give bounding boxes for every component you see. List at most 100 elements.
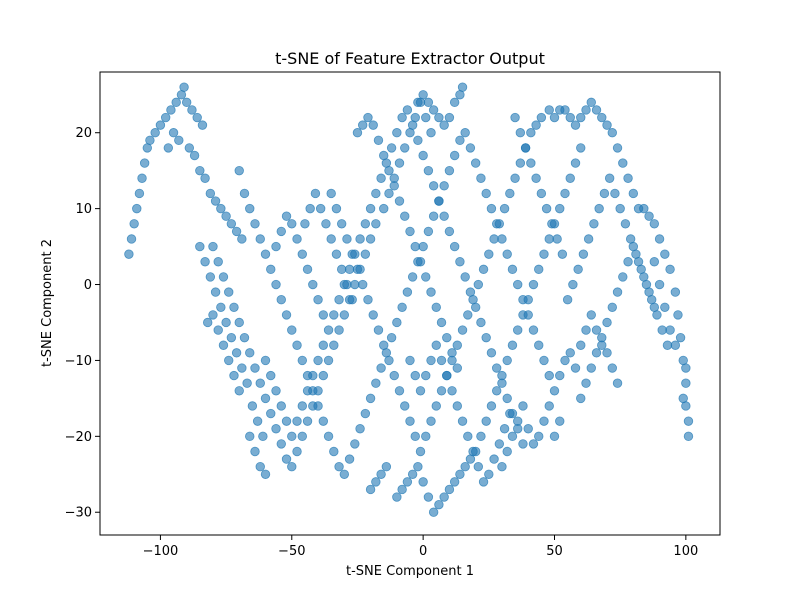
scatter-point <box>371 219 381 229</box>
scatter-point <box>368 310 378 320</box>
scatter-point <box>224 355 234 366</box>
scatter-point <box>547 219 557 229</box>
scatter-point <box>439 120 449 130</box>
scatter-point <box>255 234 265 244</box>
scatter-point <box>344 264 355 275</box>
y-tick-label: −30 <box>65 506 92 521</box>
scatter-point <box>260 355 271 366</box>
scatter-point <box>213 257 223 267</box>
scatter-point <box>449 241 460 252</box>
scatter-point <box>484 469 494 479</box>
scatter-point <box>515 158 526 168</box>
scatter-point <box>646 295 657 305</box>
scatter-point <box>431 401 441 411</box>
scatter-point <box>308 279 318 290</box>
scatter-point <box>192 112 202 123</box>
scatter-point <box>415 446 426 457</box>
scatter-point <box>576 393 586 404</box>
scatter-point <box>675 332 686 343</box>
scatter-point <box>444 112 455 123</box>
scatter-point <box>486 401 497 411</box>
scatter-point <box>528 439 539 449</box>
scatter-point <box>681 378 691 388</box>
scatter-point <box>660 302 670 313</box>
scatter-point <box>413 135 423 146</box>
scatter-point <box>347 295 357 305</box>
scatter-point <box>610 188 620 199</box>
scatter-point <box>499 203 510 214</box>
scatter-point <box>276 295 286 305</box>
scatter-point <box>373 325 384 335</box>
scatter-point <box>179 82 189 92</box>
scatter-point <box>405 416 415 426</box>
scatter-point <box>281 416 292 426</box>
scatter-point <box>234 165 244 176</box>
scatter-point <box>591 348 602 358</box>
scatter-point <box>386 143 397 153</box>
scatter-point <box>297 355 307 366</box>
scatter-point <box>305 203 315 214</box>
scatter-point <box>665 325 675 335</box>
scatter-point <box>266 264 276 275</box>
scatter-point <box>510 173 520 183</box>
scatter-point <box>231 348 242 358</box>
scatter-point <box>421 370 431 381</box>
scatter-point <box>455 135 465 146</box>
scatter-point <box>329 340 339 350</box>
y-tick-label: 0 <box>84 278 92 293</box>
scatter-point <box>444 226 455 237</box>
scatter-point <box>171 97 181 108</box>
scatter-point <box>371 477 381 487</box>
x-axis: −100 −50 0 50 100 <box>143 535 698 559</box>
scatter-point <box>292 446 302 457</box>
scatter-point <box>565 173 575 183</box>
scatter-point <box>665 264 675 275</box>
scatter-point <box>334 325 344 335</box>
scatter-point <box>618 158 628 168</box>
scatter-point <box>250 446 260 457</box>
scatter-point <box>612 287 623 297</box>
scatter-point <box>486 203 497 214</box>
scatter-point <box>670 287 681 297</box>
scatter-point <box>612 143 623 153</box>
scatter-point <box>205 188 216 199</box>
scatter-point <box>447 355 457 366</box>
scatter-point <box>145 135 155 146</box>
scatter-point <box>297 431 307 442</box>
scatter-point <box>639 203 649 214</box>
scatter-point <box>392 128 402 138</box>
scatter-point <box>381 158 392 168</box>
scatter-point <box>439 211 449 221</box>
scatter-point <box>308 370 318 381</box>
scatter-point <box>297 401 307 411</box>
scatter-point <box>428 181 439 191</box>
scatter-point <box>234 386 244 396</box>
scatter-point <box>315 203 326 214</box>
scatter-point <box>323 325 334 335</box>
scatter-point <box>670 340 681 350</box>
scatter-point <box>323 431 334 442</box>
scatter-point <box>539 249 549 259</box>
scatter-point <box>434 196 444 206</box>
scatter-point <box>513 279 523 290</box>
scatter-point <box>245 431 255 442</box>
scatter-point <box>447 386 457 396</box>
scatter-point <box>418 150 428 161</box>
scatter-point <box>360 219 371 229</box>
scatter-point <box>271 386 281 396</box>
scatter-point <box>245 348 255 358</box>
scatter-point <box>476 431 486 442</box>
scatter-point <box>397 112 407 123</box>
scatter-point <box>276 401 286 411</box>
scatter-point <box>428 105 439 115</box>
scatter-point <box>426 416 436 426</box>
scatter-point <box>518 439 528 449</box>
scatter-point <box>281 454 292 464</box>
scatter-point <box>392 317 402 328</box>
scatter-point <box>449 477 460 487</box>
scatter-point <box>654 234 665 244</box>
scatter-point <box>421 272 431 282</box>
scatter-point <box>358 279 368 290</box>
scatter-point <box>224 287 234 297</box>
scatter-point <box>460 461 470 472</box>
